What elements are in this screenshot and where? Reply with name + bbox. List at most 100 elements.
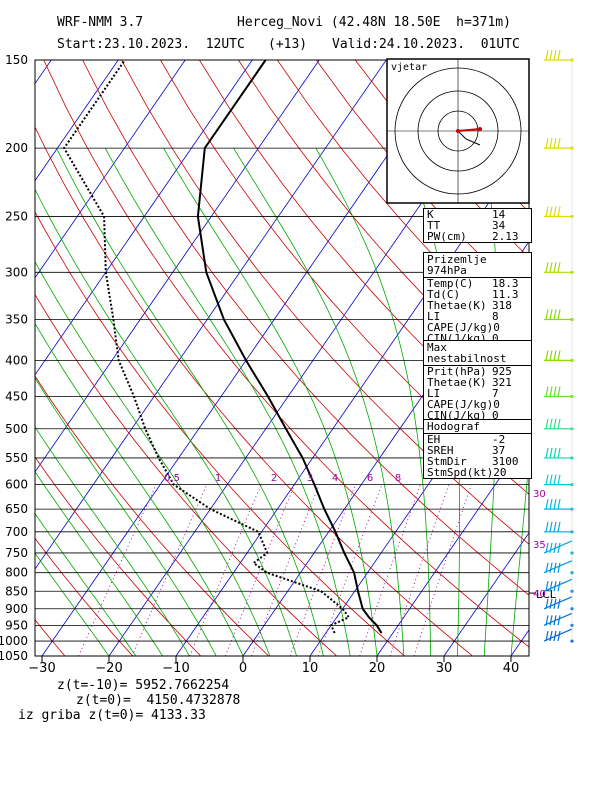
wind-barb-flag [553,498,557,510]
surface-value: 318 [492,299,512,312]
mixing-ratio-line [413,484,472,656]
indices-box: K 14 TT 34 PW(cm) 2.13 [423,208,532,243]
wind-barb-flag [549,386,553,397]
start-label: Start:23.10.2023. 12UTC [57,37,245,52]
wind-barb-flag [549,350,553,361]
moist-adiabat-line [35,322,244,656]
mixing-ratio-line [78,484,157,656]
z-minus10-label: z(t=-10)= 5952.7662254 [57,678,230,693]
hodograf-name: StmSpd(kt) [427,466,494,479]
max-row: Prit(hPa) 925 [424,366,531,377]
surface-value: 0 [493,321,500,334]
wind-barb-flag [549,309,553,320]
wind-speed-label: 30 [533,489,546,500]
max-value: 925 [492,365,512,378]
wind-barb-flag [549,206,553,217]
wind-barb [543,596,573,610]
wind-barb-flag [553,206,557,217]
pressure-tick-label: 700 [5,525,28,539]
mixing-ratio-label: 4 [332,473,338,484]
mixing-ratio-line [359,484,421,656]
x-tick-label: −30 [28,661,55,676]
max-row: Thetae(K) 321 [424,377,531,388]
wind-barb-flag [557,562,561,573]
isotherm-line [35,60,253,376]
mixing-ratio-line [317,484,383,656]
mixing-ratio-label: 8 [395,473,401,484]
pressure-tick-label: 300 [5,265,28,279]
x-tick-label: −20 [95,661,122,676]
pressure-tick-label: 550 [5,451,28,465]
wind-barb-flag [545,350,549,361]
wind-barb-flag [545,562,549,573]
wind-barb-flag [557,137,561,149]
moist-adiabat-line [510,456,529,656]
isotherm-line [443,532,529,656]
x-tick-label: 30 [436,661,453,676]
wind-barb-flag [557,309,561,320]
max-name: LI [427,387,441,400]
wind-barb-flag [549,615,553,626]
wind-barb-flag [549,581,553,592]
wind-barb-flag [557,49,561,61]
wind-barb-flag [549,521,553,532]
surface-name: LI [427,310,441,323]
wind-barb-flag [557,447,561,459]
moist-adiabat-line [35,552,110,656]
indices-value: 2.13 [492,230,519,243]
wind-barb-flag [553,562,557,573]
wind-barb-flag [549,562,553,573]
pressure-tick-label: 450 [5,389,28,403]
x-tick-label: 40 [503,661,520,676]
wind-barb-flag [545,418,549,429]
mixing-ratio-line [131,484,208,656]
x-tick-label: −10 [162,661,189,676]
max-row: LI 7 [424,388,531,399]
wind-speed-label: 40 [533,589,546,600]
wind-barb-flag [553,137,557,149]
temperature-line [196,60,383,634]
wind-barb-flag [545,474,549,485]
valid-label: Valid:24.10.2023. 01UTC [332,37,520,52]
indices-value: 34 [492,219,506,232]
wind-barb [543,540,573,554]
dry-adiabat-line [35,211,405,656]
wind-barb-flag [549,49,553,61]
pressure-tick-label: 600 [5,478,28,492]
mixing-ratio-label: 2 [271,473,277,484]
hodograph-box: Hodograf EH -2 SREH 37 StmDir 3100 StmSpd(kt) 20 [423,419,532,479]
wind-barb-flag [549,447,553,459]
max-title: Max nestabilnost [424,341,531,366]
surface-name: Td(C) [427,288,461,301]
moist-adiabat-line [35,260,271,656]
max-value: 7 [492,387,499,400]
hodograf-value: -2 [492,433,506,446]
wind-barb-flag [553,49,557,61]
wind-barb-flag [545,137,549,149]
pressure-tick-label: 850 [5,584,28,598]
pressure-tick-label: 750 [5,546,28,560]
wind-barb-flag [557,521,561,532]
indices-value: 14 [492,208,506,221]
wind-barb-flag [553,350,557,361]
wind-barb-flag [545,206,549,217]
moist-adiabat-line [56,147,324,656]
surface-row: LI 8 [424,311,531,322]
mixing-ratio-line [389,484,450,656]
wind-barb-flag [553,542,557,554]
pressure-tick-label: 650 [5,502,28,516]
indices-name: TT [427,219,441,232]
wind-barb-flag [553,418,557,429]
wind-barb-flag [545,615,549,626]
wind-barb-flag [557,630,561,642]
surface-name: Thetae(K) [427,299,487,312]
hodograph-title: vjetar [391,62,427,73]
wind-barb-flag [549,542,553,554]
pressure-tick-label: 900 [5,602,28,616]
surface-box: Prizemlje 974hPa Temp(C) 18.3 Td(C) 11.3 Thet… [423,252,532,345]
surface-title: Prizemlje 974hPa [424,253,531,278]
step-label: (+13) [268,37,308,52]
mixing-ratio-label: 0.5 [164,473,180,484]
hodograf-name: EH [427,433,441,446]
